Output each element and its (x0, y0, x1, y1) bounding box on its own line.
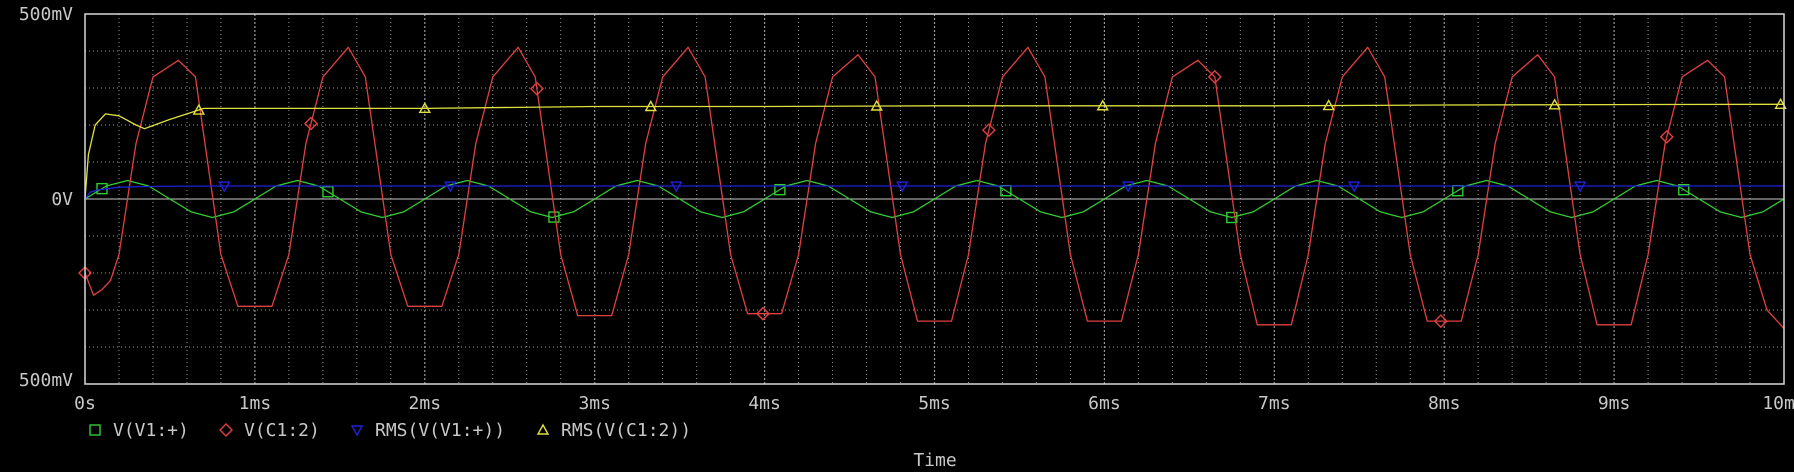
series-marker (1121, 181, 1135, 193)
series-RMS(V(V1:+)) (84, 181, 1784, 200)
series-marker (981, 123, 996, 138)
series-marker (1226, 211, 1238, 224)
x-tick-label: 7ms (1258, 393, 1291, 414)
legend-marker (536, 423, 550, 435)
series-marker (1096, 99, 1109, 111)
x-tick-label: 10ms (1762, 393, 1794, 414)
series-marker (1347, 181, 1361, 193)
x-tick-label: 2ms (409, 393, 442, 414)
x-tick-label: 4ms (748, 393, 781, 414)
series-marker (670, 181, 683, 193)
series-marker (644, 100, 657, 112)
plot-area (78, 46, 1787, 329)
legend-entry: RMS(V(C1:2)) (536, 420, 691, 441)
plot-frame (84, 13, 1785, 385)
legend-label: RMS(V(C1:2)) (561, 420, 691, 441)
series-line (84, 179, 1785, 219)
series-V(C1:2) (78, 46, 1785, 329)
series-marker (755, 306, 770, 321)
series-marker (896, 181, 909, 193)
series-marker (548, 211, 560, 223)
series-marker (1659, 129, 1674, 144)
x-tick-label: 3ms (578, 393, 611, 414)
series-marker (870, 99, 883, 111)
legend-marker (350, 425, 364, 437)
legend-marker (89, 424, 101, 436)
series-line (84, 46, 1785, 329)
x-tick-label: 9ms (1598, 393, 1631, 414)
x-tick-label: 8ms (1428, 393, 1461, 414)
legend-entry: V(V1:+) (89, 420, 189, 441)
series-RMS(V(C1:2)) (84, 97, 1787, 200)
x-tick-label: 0s (74, 393, 96, 414)
x-axis-title: Time (913, 450, 956, 471)
series-marker (218, 181, 231, 193)
series-marker (1548, 98, 1561, 110)
legend-entry: V(C1:2) (219, 420, 320, 441)
y-tick-label: 500mV (19, 4, 73, 25)
series-marker (529, 81, 544, 96)
series-marker (1678, 183, 1690, 196)
legend-label: RMS(V(V1:+)) (375, 420, 505, 441)
series-marker (774, 183, 786, 196)
series-marker (1774, 97, 1787, 109)
legend-label: V(V1:+) (113, 420, 189, 441)
y-tick-label: 500mV (19, 370, 73, 391)
series-marker (303, 116, 318, 131)
legend-entry: RMS(V(V1:+)) (350, 420, 505, 441)
series-marker (1573, 181, 1587, 193)
axes: 0s 1ms 2ms 3ms 4ms 5ms 6ms 7ms 8ms 9ms 10ms 500mV 0V… (19, 4, 1794, 414)
series-line (84, 103, 1785, 200)
series-marker (322, 186, 334, 198)
series-marker (1207, 69, 1222, 84)
series-marker (418, 101, 431, 114)
x-tick-label: 6ms (1088, 393, 1121, 414)
legend: V(V1:+) V(C1:2) RMS(V(V1:+)) RMS(V(C1:2)) (89, 420, 691, 441)
series-marker (192, 103, 206, 115)
series-marker (1322, 99, 1335, 111)
legend-marker (219, 423, 233, 437)
x-tick-label: 5ms (918, 393, 951, 414)
x-tick-label: 1ms (239, 393, 272, 414)
series-marker (1433, 314, 1448, 329)
y-tick-label: 0V (51, 189, 73, 210)
series-marker (444, 181, 457, 193)
legend-label: V(C1:2) (244, 420, 320, 441)
